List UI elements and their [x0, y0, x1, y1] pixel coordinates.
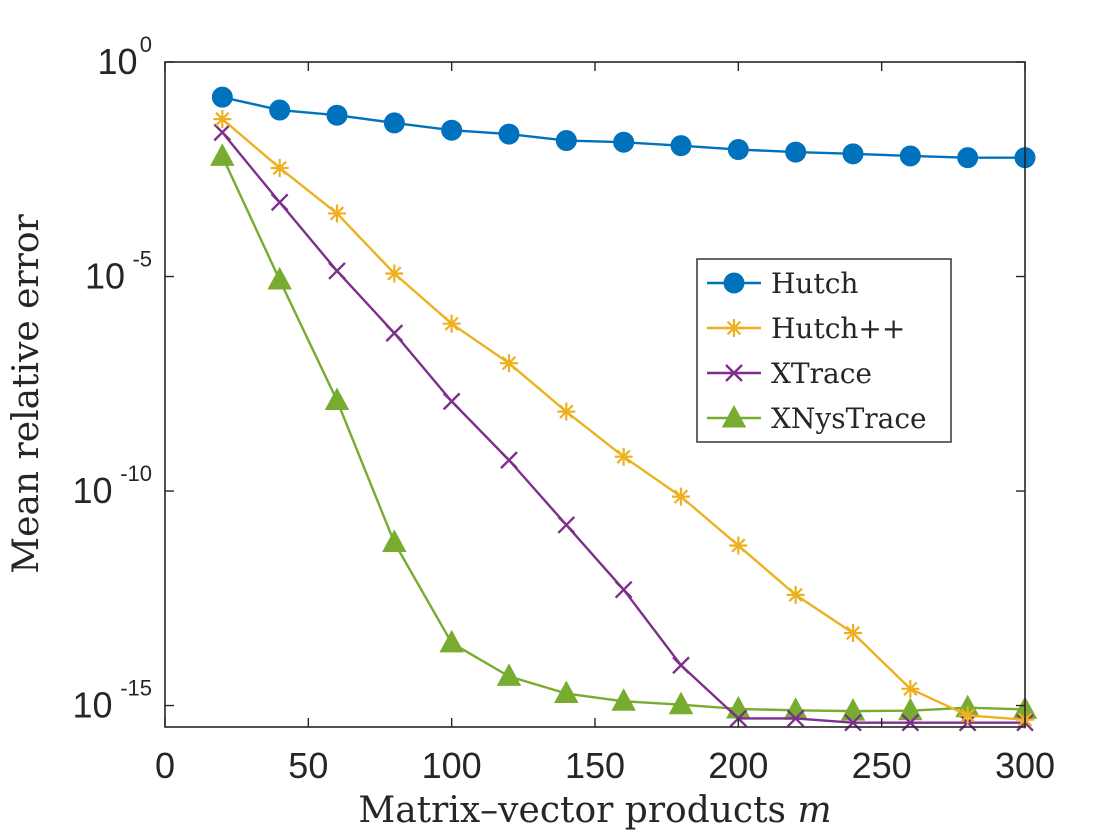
data-point-hutchplusplus [328, 204, 346, 223]
x-tick-label: 100 [422, 745, 482, 786]
x-tick-label: 150 [565, 745, 625, 786]
y-axis-title: Mean relative error [6, 214, 47, 574]
y-tick-label: 010 [97, 32, 152, 82]
x-tick-label: 0 [155, 745, 175, 786]
data-point-xtrace [557, 516, 576, 534]
data-point-xnystrace [267, 266, 292, 290]
data-point-hutch [785, 141, 807, 163]
data-point-hutchplusplus [786, 585, 805, 604]
data-point-hutch [842, 143, 864, 165]
data-point-hutchplusplus [500, 354, 518, 373]
series-hutch [211, 86, 1036, 169]
y-tick-exponent: -5 [132, 247, 152, 272]
y-tick-label: -5 10 [85, 247, 152, 297]
legend-item-hutchplusplus: Hutch++ [707, 312, 905, 345]
data-point-hutchplusplus [442, 314, 461, 333]
data-point-hutchplusplus [729, 536, 748, 555]
data-point-hutch [555, 130, 577, 152]
data-point-hutchplusplus [672, 487, 690, 506]
legend-item-xnystrace: XNysTrace [707, 402, 927, 435]
x-tick-label: 300 [995, 745, 1055, 786]
data-point-xtrace [500, 451, 518, 469]
data-point-xtrace [442, 392, 461, 411]
data-point-xnystrace [840, 698, 866, 721]
series-hutchplusplus [213, 110, 1034, 729]
data-point-hutch [383, 112, 405, 134]
data-point-xnystrace [324, 387, 350, 411]
data-point-hutchplusplus [385, 264, 404, 283]
data-point-hutch [613, 131, 635, 153]
data-point-hutch [269, 99, 291, 121]
data-point-hutch [899, 145, 921, 167]
data-point-hutch [326, 104, 348, 126]
legend-label-xnystrace: XNysTrace [771, 402, 927, 435]
data-point-hutchplusplus [213, 110, 232, 129]
data-point-xtrace [385, 324, 404, 342]
legend: Hutch Hutch++ XTrace XNysTrace [696, 258, 952, 443]
y-tick-exponent: 0 [140, 32, 152, 57]
y-tick-exponent: -15 [120, 676, 152, 701]
data-point-xnystrace [382, 529, 407, 553]
series-layer [210, 86, 1038, 732]
data-point-xnystrace [439, 629, 464, 653]
x-axis: 0 50 100 150 200 250 300 [155, 62, 1055, 786]
data-point-xnystrace [496, 663, 522, 686]
x-axis-title-variable: m [798, 790, 832, 831]
legend-marker-hutch [723, 272, 745, 294]
x-tick-label: 250 [852, 745, 912, 786]
y-tick-base: 10 [72, 685, 112, 726]
data-point-xtrace [270, 193, 289, 212]
data-point-hutch [211, 86, 233, 108]
legend-item-hutch: Hutch [707, 267, 858, 300]
data-point-xtrace [901, 713, 920, 732]
data-point-xtrace [672, 656, 690, 675]
data-point-hutchplusplus [557, 402, 576, 421]
data-point-xtrace [786, 709, 805, 728]
data-point-xnystrace [668, 691, 694, 715]
y-tick-label: -10 10 [72, 461, 152, 511]
data-point-hutchplusplus [958, 706, 977, 725]
y-tick-exponent: -10 [120, 461, 152, 486]
x-axis-title-text: Matrix–vector products [358, 790, 786, 831]
legend-item-xtrace: XTrace [707, 357, 872, 390]
data-point-hutch [498, 123, 520, 145]
x-axis-title: Matrix–vector products m [358, 790, 831, 831]
y-tick-base: 10 [97, 41, 137, 82]
data-point-xtrace [844, 713, 862, 732]
data-point-hutchplusplus [901, 679, 920, 698]
legend-marker-hutchplusplus [725, 319, 743, 337]
data-point-hutch [957, 147, 979, 169]
data-point-xtrace [213, 123, 232, 142]
data-point-hutch [441, 119, 463, 141]
data-point-xnystrace [210, 143, 235, 166]
x-tick-label: 50 [288, 745, 328, 786]
data-point-hutch [727, 139, 749, 161]
y-tick-label: -15 10 [72, 676, 152, 726]
legend-marker-xnystrace [721, 404, 747, 428]
legend-label-hutchplusplus: Hutch++ [771, 312, 905, 345]
y-tick-base: 10 [85, 256, 125, 297]
x-tick-label: 200 [708, 745, 768, 786]
data-point-xnystrace [554, 680, 579, 704]
data-point-xtrace [614, 580, 633, 599]
legend-label-hutch: Hutch [771, 267, 858, 300]
legend-marker-xtrace [725, 364, 743, 382]
data-point-hutchplusplus [270, 158, 289, 177]
data-point-hutchplusplus [614, 447, 633, 466]
data-point-hutch [670, 135, 692, 157]
series-xtrace [213, 123, 1034, 732]
series-xnystrace [210, 143, 1038, 721]
legend-label-xtrace: XTrace [771, 357, 872, 390]
data-point-xnystrace [898, 697, 923, 721]
data-point-xnystrace [611, 688, 636, 711]
data-point-xtrace [328, 262, 346, 280]
data-point-hutchplusplus [844, 624, 862, 643]
y-tick-base: 10 [72, 470, 112, 511]
